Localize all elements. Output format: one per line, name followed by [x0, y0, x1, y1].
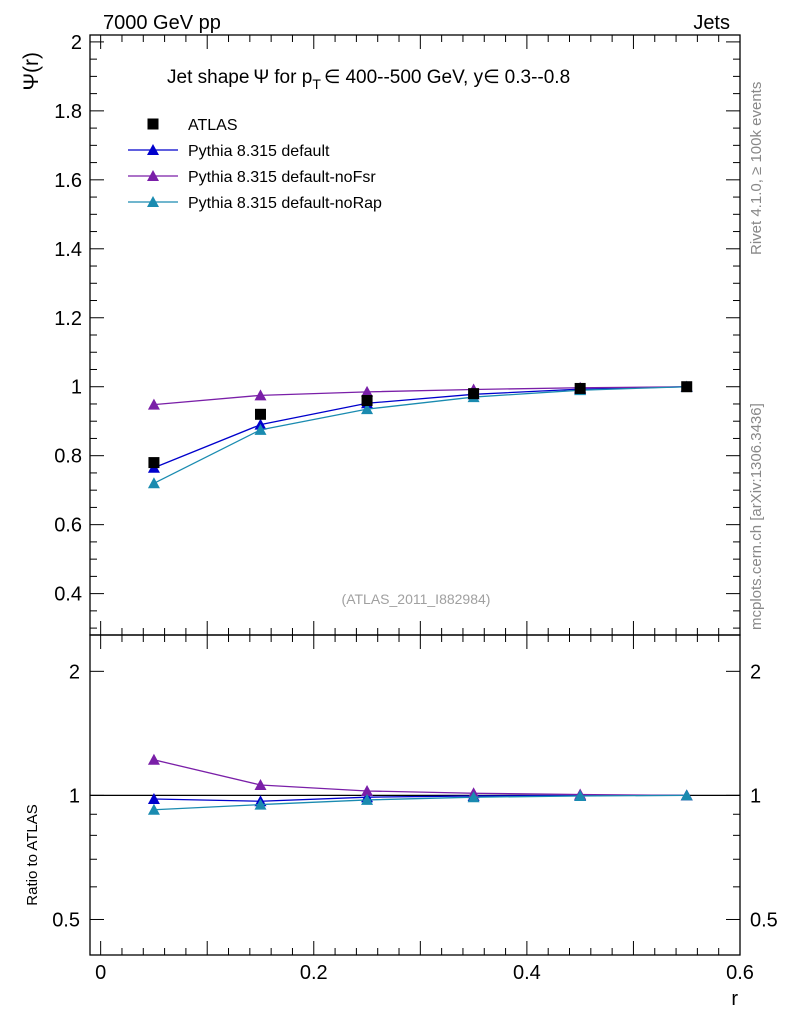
ratio-data-point: [147, 753, 160, 765]
rivet-version-label: Rivet 4.1.0, ≥ 100k events: [748, 82, 765, 255]
main-y-tick-label: 0.6: [54, 515, 82, 537]
series-line: [153, 386, 687, 484]
ratio-series-line: [153, 794, 687, 811]
main-y-tick-label: 1: [71, 377, 82, 399]
main-y-tick-label: 0.8: [54, 446, 82, 468]
x-axis-label: r: [731, 988, 738, 1010]
ratio-series-pythia-8-315-default-nofsr: [147, 753, 693, 801]
ratio-y-axis-label: Ratio to ATLAS: [24, 804, 41, 905]
ratio-y-tick-label: 2: [69, 661, 80, 683]
ratio-data-point: [147, 793, 160, 805]
main-y-tick-label: 1.2: [54, 308, 82, 330]
main-y-tick-label: 1.8: [54, 101, 82, 123]
main-axis-ticks: [90, 35, 741, 635]
x-tick-label: 0: [95, 962, 106, 984]
series-pythia-8-315-default-norap: [147, 380, 693, 489]
series-pythia-8-315-default-nofsr: [147, 380, 693, 410]
data-point: [361, 403, 374, 415]
main-y-tick-labels: 0.4 0.6 0.8 1 1.2 1.4 1.6 1.8 2: [54, 32, 82, 606]
ratio-data-point: [254, 798, 267, 810]
analysis-id-watermark: (ATLAS_2011_I882984): [342, 591, 491, 607]
mcplots-label: mcplots.cern.ch [arXiv:1306.3436]: [748, 403, 765, 630]
main-series-group: [147, 380, 693, 489]
legend-label: Pythia 8.315 default-noFsr: [188, 169, 376, 186]
ratio-series-group: [147, 753, 693, 815]
ratio-y-tick-labels: 0.5 0.5 1 1 2 2: [52, 661, 778, 931]
data-point: [254, 423, 267, 435]
data-point: [574, 382, 586, 394]
x-tick-label: 0.6: [726, 962, 754, 984]
legend: ATLAS Pythia 8.315 default Pythia 8.315 de…: [128, 117, 382, 212]
legend-item: Pythia 8.315 default: [128, 143, 330, 160]
data-point: [147, 477, 160, 489]
x-tick-labels: 0 0.2 0.4 0.6: [95, 962, 754, 984]
ratio-data-point: [361, 793, 374, 805]
ratio-series-pythia-8-315-default-norap: [147, 789, 693, 815]
main-y-tick-label: 0.4: [54, 584, 82, 606]
series-line: [153, 386, 687, 469]
legend-item: ATLAS: [147, 117, 238, 134]
series-line: [153, 386, 687, 406]
series-atlas: [148, 381, 693, 469]
ratio-panel: 0.5 0.5 1 1 2 2 Ratio to ATLAS 0 0.2 0.4 0.6 r: [24, 634, 778, 1010]
data-point: [148, 457, 160, 469]
ratio-data-point: [254, 778, 267, 790]
ratio-y-tick-label: 1: [69, 785, 80, 807]
legend-marker: [147, 144, 159, 155]
series-pythia-8-315-default: [147, 380, 693, 473]
ratio-y-tick-label-right: 2: [750, 661, 761, 683]
legend-label: ATLAS: [188, 117, 238, 134]
main-y-tick-label: 1.6: [54, 170, 82, 192]
ratio-data-point: [574, 789, 587, 801]
legend-marker: [147, 196, 159, 207]
legend-marker: [147, 170, 159, 181]
ratio-series-line: [153, 759, 687, 797]
ratio-y-tick-label-right: 1: [750, 785, 761, 807]
data-point: [361, 395, 373, 407]
main-y-tick-label: 1.4: [54, 239, 82, 261]
data-point: [254, 408, 266, 420]
data-point: [147, 398, 160, 410]
collision-label: 7000 GeV pp: [103, 12, 221, 34]
legend-item: Pythia 8.315 default-noFsr: [128, 169, 376, 186]
ratio-data-point: [147, 803, 160, 815]
data-point: [681, 381, 693, 393]
data-point: [361, 385, 374, 397]
x-tick-label: 0.2: [300, 962, 328, 984]
main-y-tick-label: 2: [71, 32, 82, 54]
data-point: [468, 388, 480, 400]
process-label: Jets: [693, 12, 730, 34]
legend-label: Pythia 8.315 default: [188, 143, 330, 160]
ratio-data-point: [467, 791, 480, 803]
legend-label: Pythia 8.315 default-noRap: [188, 195, 382, 212]
ratio-data-point: [680, 789, 693, 801]
ratio-y-tick-label: 0.5: [52, 909, 80, 931]
x-tick-label: 0.4: [513, 962, 541, 984]
ratio-data-point: [361, 784, 374, 796]
data-point: [254, 389, 267, 401]
legend-item: Pythia 8.315 default-noRap: [128, 195, 382, 212]
ratio-y-tick-label-right: 0.5: [750, 909, 778, 931]
main-y-axis-label: Ψ(r): [20, 52, 43, 91]
legend-marker: [147, 118, 159, 130]
